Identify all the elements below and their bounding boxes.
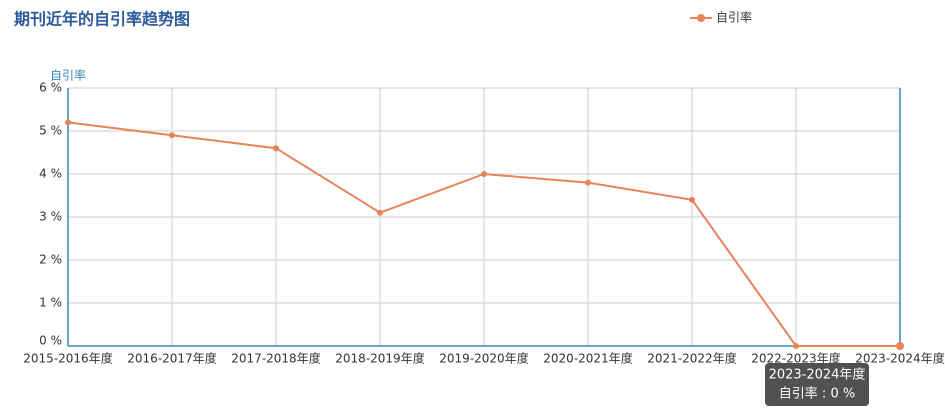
y-tick-label: 5 % — [39, 124, 62, 138]
x-tick-label: 2021-2022年度 — [647, 351, 736, 366]
legend-marker — [697, 14, 705, 22]
x-tick-label: 2017-2018年度 — [231, 351, 320, 366]
x-tick-label: 2023-2024年度 — [855, 351, 944, 366]
point — [65, 119, 71, 126]
chart-title: 期刊近年的自引率趋势图 — [14, 10, 190, 29]
x-tick-label: 2020-2021年度 — [543, 351, 632, 366]
point — [689, 196, 695, 203]
y-tick-label: 0 % — [39, 334, 62, 348]
point — [896, 342, 904, 350]
point — [793, 343, 799, 349]
x-tick-label: 2022-2023年度 — [751, 351, 840, 366]
x-tick-label: 2018-2019年度 — [335, 351, 424, 366]
point — [273, 145, 279, 152]
x-tick-label: 2019-2020年度 — [439, 351, 528, 366]
y-tick-label: 1 % — [39, 296, 62, 310]
tooltip-title: 2023-2024年度 — [769, 367, 866, 383]
y-tick-label: 3 % — [39, 210, 62, 224]
y-axis-title: 自引率 — [50, 68, 86, 83]
y-tick-label: 4 % — [39, 167, 62, 181]
point — [377, 209, 383, 216]
x-tick-label: 2015-2016年度 — [23, 351, 112, 366]
point — [585, 179, 591, 186]
point — [169, 132, 175, 139]
y-tick-label: 2 % — [39, 253, 62, 267]
point — [481, 171, 487, 177]
y-tick-label: 6 % — [39, 81, 62, 95]
x-tick-label: 2016-2017年度 — [127, 351, 216, 366]
tooltip-box — [765, 363, 869, 406]
tooltip-text: 自引率 : 0 % — [779, 386, 855, 402]
legend-label: 自引率 — [716, 10, 752, 25]
